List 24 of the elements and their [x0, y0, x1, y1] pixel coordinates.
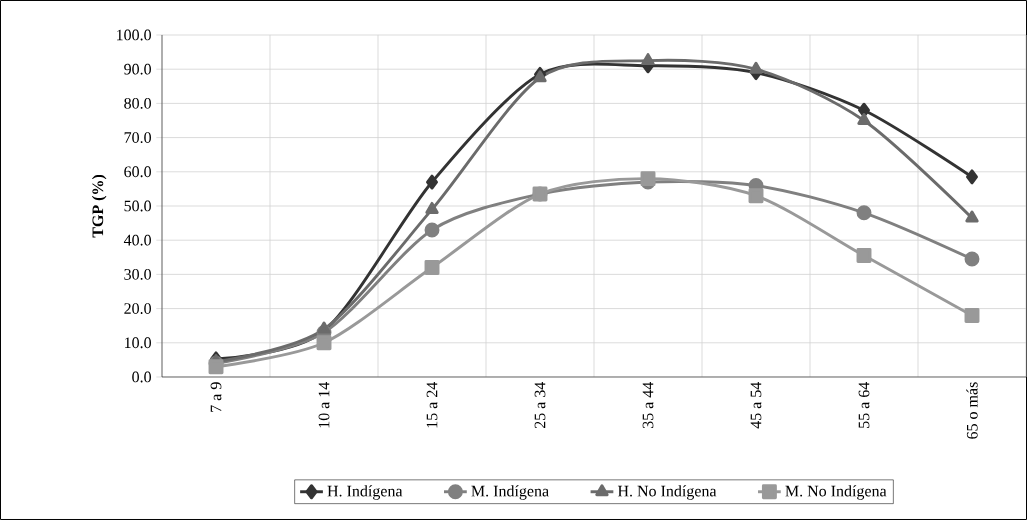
x-tick-label: 7 a 9	[210, 382, 222, 412]
y-tick-label: 10.0	[125, 337, 151, 349]
y-tick-label: 30.0	[124, 268, 151, 280]
legend-label: H. No Indígena	[617, 485, 717, 500]
x-tick-label: 25 a 34	[534, 381, 546, 429]
y-tick-label: 80.0	[124, 97, 151, 109]
y-tick-label: 50.0	[124, 200, 151, 212]
y-tick-label: 0.0	[132, 371, 151, 383]
y-tick-label: 90.0	[124, 63, 151, 75]
x-tick-label: 15 a 24	[426, 381, 438, 428]
x-tick-label: 55 a 64	[858, 381, 870, 428]
x-tick-label: 10 a 14	[318, 381, 330, 428]
x-tick-label: 65 o más	[966, 382, 978, 439]
y-tick-label: 40.0	[123, 234, 151, 246]
y-tick-label: 20.0	[124, 303, 151, 315]
x-tick-label: 35 a 44	[642, 381, 654, 429]
y-tick-label: 60.0	[124, 166, 151, 178]
y-tick-label: 100.0	[117, 29, 151, 41]
y-axis-title: TGP (%)	[91, 174, 107, 238]
legend-label: M. No Indígena	[785, 485, 887, 500]
x-tick-label: 45 a 54	[750, 381, 762, 429]
legend-label: H. Indígena	[327, 485, 403, 500]
legend-label: M. Indígena	[471, 485, 549, 500]
y-tick-label: 70.0	[124, 132, 151, 144]
